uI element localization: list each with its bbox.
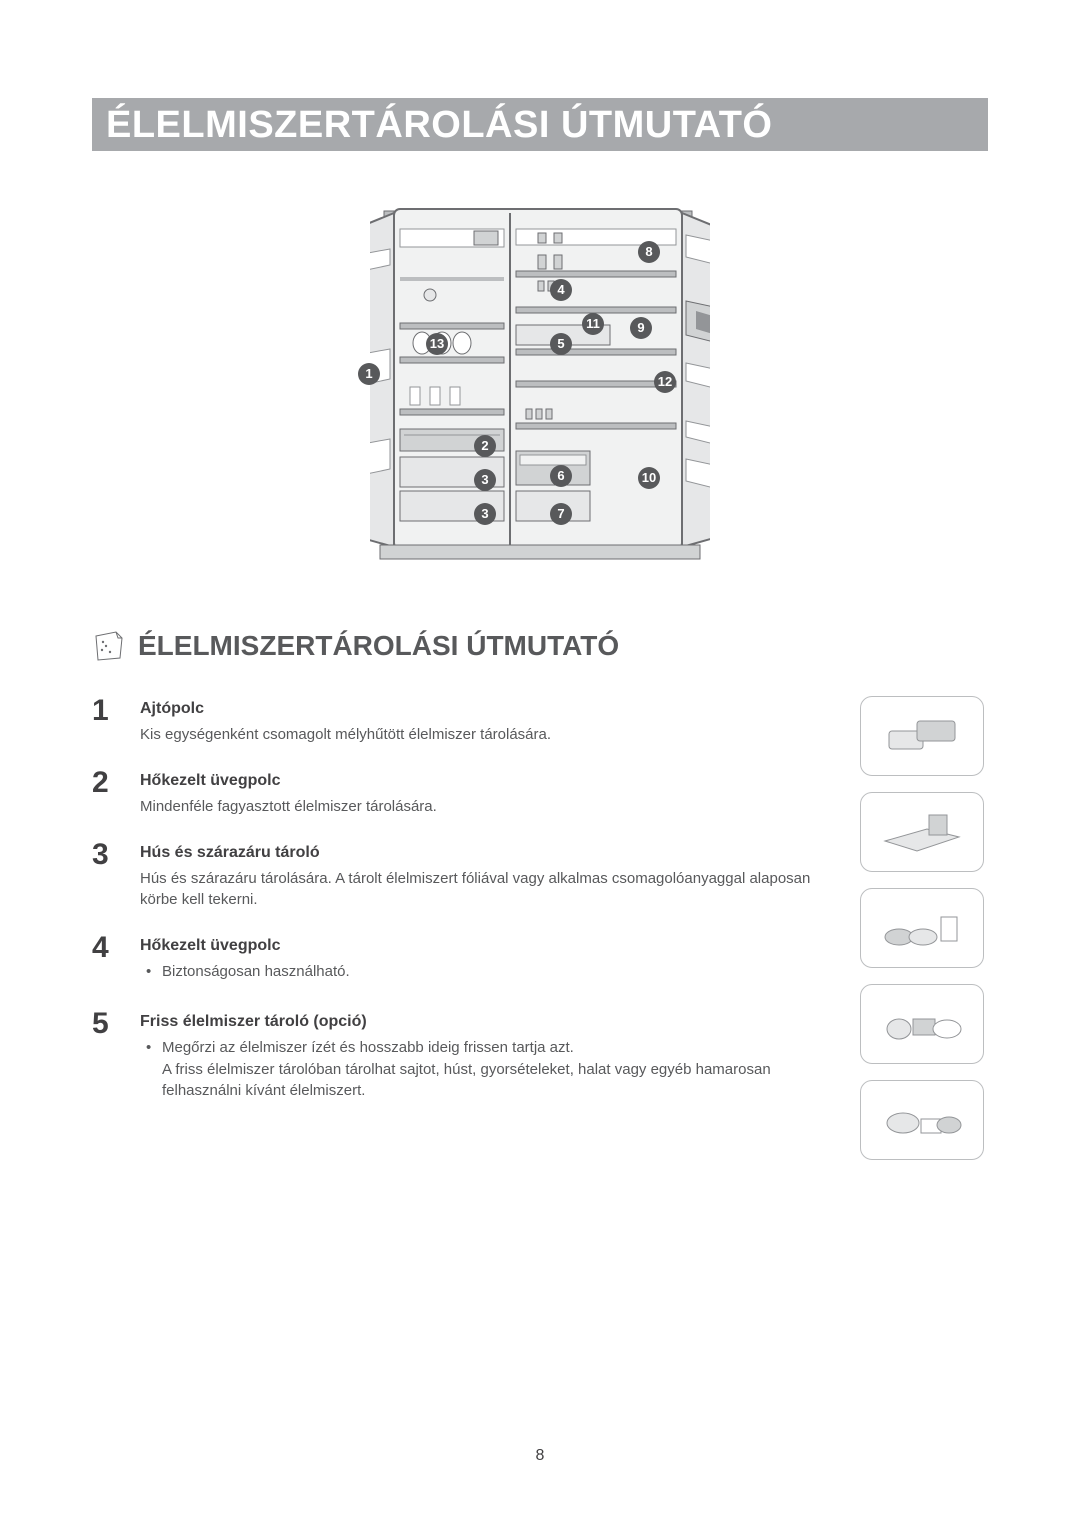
item-number: 1 xyxy=(92,696,120,746)
item-number: 3 xyxy=(92,840,120,912)
item-number: 4 xyxy=(92,933,120,987)
item-bullet: Megőrzi az élelmiszer ízét és hosszabb i… xyxy=(140,1037,836,1102)
item-title: Ajtópolc xyxy=(140,700,836,718)
item-description: Megőrzi az élelmiszer ízét és hosszabb i… xyxy=(140,1037,836,1102)
item-bullet: Biztonságosan használható. xyxy=(140,961,836,983)
callout-5: 5 xyxy=(550,333,572,355)
callout-11: 11 xyxy=(582,313,604,335)
note-icon xyxy=(92,630,124,662)
thumb-fresh-storage xyxy=(860,1080,984,1160)
diagram-container: 123345678910111213 xyxy=(92,199,988,574)
callout-1: 1 xyxy=(358,363,380,385)
callout-8: 8 xyxy=(638,241,660,263)
item-number: 5 xyxy=(92,1009,120,1106)
page-title: ÉLELMISZERTÁROLÁSI ÚTMUTATÓ xyxy=(106,104,974,147)
callout-7: 7 xyxy=(550,503,572,525)
item-description: Biztonságosan használható. xyxy=(140,961,836,983)
section-subhead: ÉLELMISZERTÁROLÁSI ÚTMUTATÓ xyxy=(138,630,619,662)
storage-item: 3 Hús és szárazáru tároló Hús és szárazáru… xyxy=(92,840,836,912)
subhead-row: ÉLELMISZERTÁROLÁSI ÚTMUTATÓ xyxy=(92,630,988,662)
callout-9: 9 xyxy=(630,317,652,339)
item-title: Hús és szárazáru tároló xyxy=(140,844,836,862)
page-number: 8 xyxy=(0,1447,1080,1465)
thumb-tempered-shelf xyxy=(860,984,984,1064)
storage-item: 5 Friss élelmiszer tároló (opció) Megőrzi … xyxy=(92,1009,836,1106)
storage-item: 2 Hőkezelt üvegpolc Mindenféle fagyasztott… xyxy=(92,768,836,818)
item-description: Mindenféle fagyasztott élelmiszer tárolá… xyxy=(140,796,836,818)
items-list: 1 Ajtópolc Kis egységenként csomagolt mély… xyxy=(92,696,836,1128)
thumb-glass-shelf xyxy=(860,792,984,872)
callout-6: 6 xyxy=(550,465,572,487)
item-number: 2 xyxy=(92,768,120,818)
storage-item: 1 Ajtópolc Kis egységenként csomagolt mély… xyxy=(92,696,836,746)
thumbnails-column xyxy=(860,696,988,1176)
item-description: Kis egységenként csomagolt mélyhűtött él… xyxy=(140,724,836,746)
callout-12: 12 xyxy=(654,371,676,393)
callout-3: 3 xyxy=(474,503,496,525)
item-description: Hús és szárazáru tárolására. A tárolt él… xyxy=(140,868,836,912)
callout-10: 10 xyxy=(638,467,660,489)
item-title: Friss élelmiszer tároló (opció) xyxy=(140,1013,836,1031)
callout-3: 3 xyxy=(474,469,496,491)
callout-2: 2 xyxy=(474,435,496,457)
thumb-shelf-packs xyxy=(860,696,984,776)
callout-13: 13 xyxy=(426,333,448,355)
callout-4: 4 xyxy=(550,279,572,301)
item-title: Hőkezelt üvegpolc xyxy=(140,937,836,955)
title-bar: ÉLELMISZERTÁROLÁSI ÚTMUTATÓ xyxy=(92,98,988,151)
storage-item: 4 Hőkezelt üvegpolc Biztonságosan használh… xyxy=(92,933,836,987)
item-title: Hőkezelt üvegpolc xyxy=(140,772,836,790)
thumb-meat-storage xyxy=(860,888,984,968)
